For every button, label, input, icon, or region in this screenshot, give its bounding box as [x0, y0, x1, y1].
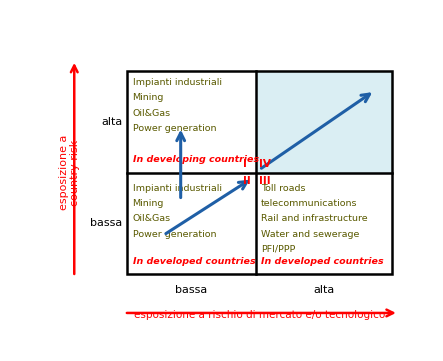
Text: telecommunications: telecommunications [261, 199, 358, 208]
Text: alta: alta [313, 285, 334, 295]
Text: Power generation: Power generation [132, 124, 216, 133]
Text: III: III [259, 176, 271, 186]
Text: Oil&Gas: Oil&Gas [132, 214, 171, 223]
Text: Impianti industriali: Impianti industriali [132, 78, 222, 87]
Text: esposizione a
country risk: esposizione a country risk [59, 135, 81, 210]
Text: bassa: bassa [175, 285, 208, 295]
Text: PFI/PPP: PFI/PPP [261, 245, 295, 254]
Text: bassa: bassa [90, 218, 122, 228]
Text: In developed countries: In developed countries [132, 257, 255, 266]
Text: esposizione a rischio di mercato e/o tecnologico: esposizione a rischio di mercato e/o tec… [134, 310, 385, 320]
Text: I: I [243, 159, 247, 169]
Text: Water and sewerage: Water and sewerage [261, 230, 359, 239]
Text: In developed countries: In developed countries [261, 257, 384, 266]
Text: IV: IV [259, 159, 271, 169]
Text: Impianti industriali: Impianti industriali [132, 184, 222, 193]
Text: alta: alta [101, 117, 122, 127]
Text: Mining: Mining [132, 93, 164, 103]
Text: Mining: Mining [132, 199, 164, 208]
Text: Power generation: Power generation [132, 230, 216, 239]
Text: In developing countries: In developing countries [132, 155, 259, 164]
Text: II: II [243, 176, 251, 186]
Text: Rail and infrastructure: Rail and infrastructure [261, 214, 367, 223]
Text: Oil&Gas: Oil&Gas [132, 109, 171, 118]
Text: Toll roads: Toll roads [261, 184, 305, 193]
